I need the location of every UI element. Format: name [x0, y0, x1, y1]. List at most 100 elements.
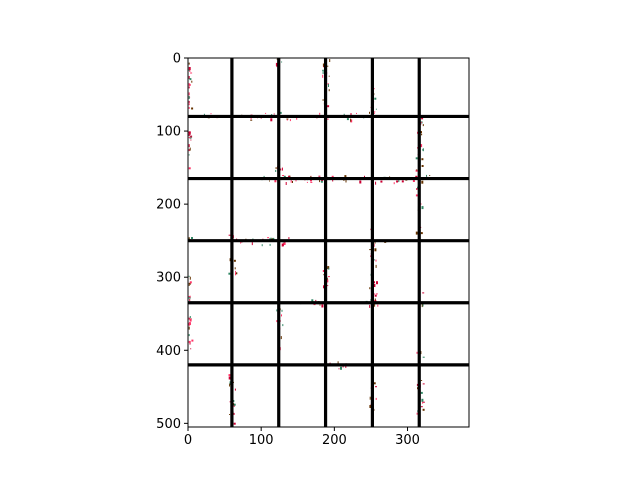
- speckle-dot: [376, 265, 377, 268]
- image-background: [188, 58, 469, 427]
- speckle-dot: [282, 175, 284, 176]
- speckle-dot: [190, 140, 191, 141]
- speckle-dot: [422, 206, 424, 209]
- speckle-dot: [189, 318, 190, 320]
- speckle-dot: [281, 62, 282, 63]
- speckle-dot: [347, 118, 349, 120]
- speckle-dot: [421, 380, 422, 381]
- speckle-dot: [189, 299, 190, 301]
- speckle-dot: [320, 305, 321, 306]
- speckle-dot: [329, 76, 330, 77]
- speckle-dot: [394, 182, 395, 184]
- speckle-dot: [250, 120, 252, 121]
- speckle-dot: [234, 423, 236, 425]
- speckle-dot: [189, 107, 190, 109]
- speckle-dot: [288, 237, 289, 239]
- speckle-dot: [189, 334, 190, 336]
- speckle-dot: [329, 89, 330, 91]
- speckle-dot: [290, 119, 291, 121]
- speckle-dot: [350, 114, 352, 115]
- speckle-dot: [190, 319, 192, 322]
- speckle-dot: [189, 276, 190, 277]
- speckle-dot: [228, 273, 230, 275]
- y-tick-label: 500: [156, 417, 181, 432]
- speckle-dot: [376, 281, 378, 284]
- speckle-dot: [380, 181, 382, 183]
- speckle-dot: [189, 86, 190, 88]
- speckle-dot: [274, 114, 275, 115]
- speckle-dot: [421, 134, 422, 135]
- speckle-dot: [189, 144, 190, 147]
- speckle-dot: [323, 285, 324, 288]
- speckle-dot: [189, 322, 191, 325]
- speckle-dot: [327, 285, 328, 286]
- speckle-dot: [191, 237, 193, 239]
- speckle-dot: [267, 237, 269, 238]
- speckle-dot: [416, 194, 418, 196]
- speckle-dot: [189, 63, 190, 65]
- speckle-dot: [421, 232, 423, 234]
- speckle-dot: [339, 368, 340, 369]
- speckle-dot: [426, 175, 427, 177]
- speckle-dot: [190, 316, 191, 318]
- speckle-dot: [292, 181, 293, 183]
- speckle-dot: [370, 397, 371, 400]
- speckle-dot: [416, 232, 418, 235]
- speckle-dot: [422, 402, 423, 404]
- speckle-dot: [240, 243, 241, 244]
- speckle-dot: [189, 78, 191, 80]
- speckle-dot: [375, 182, 376, 185]
- speckle-dot: [369, 305, 370, 308]
- speckle-dot: [189, 149, 190, 151]
- speckle-dot: [189, 67, 191, 70]
- speckle-dot: [416, 157, 418, 159]
- speckle-dot: [402, 180, 404, 182]
- speckle-dot: [190, 296, 191, 298]
- speckle-dot: [421, 406, 423, 407]
- speckle-dot: [190, 148, 191, 151]
- speckle-dot: [321, 305, 323, 308]
- speckle-dot: [376, 398, 377, 400]
- speckle-dot: [422, 165, 424, 167]
- x-tick-label: 300: [395, 433, 420, 448]
- speckle-dot: [350, 119, 351, 122]
- speckle-dot: [235, 267, 236, 269]
- speckle-dot: [340, 367, 342, 370]
- speckle-dot: [265, 113, 266, 114]
- speckle-dot: [252, 242, 253, 245]
- speckle-dot: [377, 305, 378, 307]
- speckle-dot: [189, 327, 190, 330]
- speckle-dot: [189, 70, 190, 71]
- speckle-dot: [189, 92, 190, 95]
- speckle-dot: [356, 113, 357, 114]
- speckle-dot: [190, 73, 192, 74]
- speckle-dot: [282, 244, 284, 247]
- speckle-dot: [229, 374, 231, 376]
- speckle-dot: [286, 119, 288, 120]
- speckle-dot: [322, 75, 323, 78]
- x-tick-label: 200: [322, 433, 347, 448]
- speckle-dot: [281, 314, 282, 316]
- speckle-dot: [318, 176, 320, 177]
- speckle-dot: [359, 181, 361, 184]
- y-tick-label: 400: [156, 344, 181, 359]
- x-tick-label: 100: [249, 433, 274, 448]
- y-tick-label: 200: [156, 198, 181, 213]
- speckle-dot: [376, 293, 378, 294]
- speckle-dot: [191, 340, 193, 342]
- speckle-dot: [421, 399, 423, 402]
- speckle-dot: [190, 348, 191, 349]
- speckle-dot: [269, 181, 270, 182]
- speckle-dot: [234, 260, 236, 262]
- speckle-dot: [323, 71, 324, 74]
- speckle-dot: [282, 168, 283, 171]
- speckle-dot: [282, 324, 283, 326]
- speckle-dot: [374, 281, 375, 283]
- speckle-dot: [374, 98, 376, 100]
- speckle-dot: [421, 158, 423, 160]
- speckle-dot: [423, 409, 425, 411]
- speckle-dot: [375, 299, 376, 301]
- speckle-dot: [328, 268, 329, 270]
- speckle-dot: [429, 175, 430, 176]
